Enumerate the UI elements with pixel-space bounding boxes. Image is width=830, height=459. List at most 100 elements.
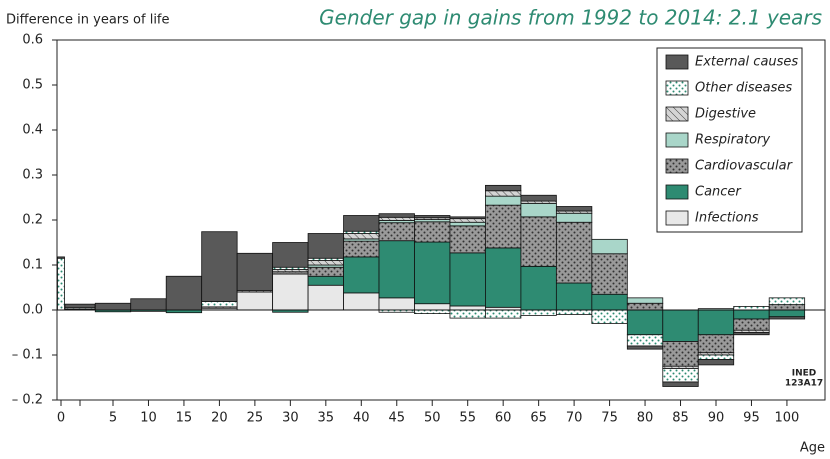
x-tick-label: 60 — [495, 411, 512, 426]
bar-segment — [485, 309, 522, 319]
bar-segment — [520, 265, 557, 311]
bar-segment — [343, 292, 380, 311]
bar-segment — [697, 359, 735, 366]
bar-segment — [343, 233, 380, 240]
x-tick-label: 0 — [57, 411, 65, 426]
bar-segment — [591, 253, 628, 295]
x-tick-label: 50 — [424, 411, 441, 426]
bar-segment — [414, 215, 451, 219]
annotation: INED — [792, 369, 817, 379]
bar-segment — [697, 309, 735, 336]
x-tick-label: 45 — [388, 411, 405, 426]
bar-segment — [343, 240, 380, 258]
chart-title: Gender gap in gains from 1992 to 2014: 2… — [319, 6, 822, 30]
x-tick-label: 90 — [708, 411, 725, 426]
bar-segment — [130, 298, 167, 311]
bar-segment — [201, 301, 238, 308]
bar-segment — [555, 282, 593, 311]
bar-segment — [414, 303, 451, 311]
bar-segment — [768, 309, 806, 318]
legend-label: Respiratory — [695, 133, 770, 148]
bar-segment — [64, 303, 96, 309]
y-tick-label: – 0.1 — [12, 348, 43, 363]
x-tick-label: 75 — [601, 411, 618, 426]
legend-label: Cardiovascular — [695, 159, 794, 174]
bar-segment — [626, 309, 664, 336]
bar-segment — [485, 190, 522, 197]
bar-segment — [201, 231, 238, 302]
legend-label: Infections — [695, 211, 759, 226]
bar-segment — [307, 233, 344, 259]
x-tick-label: 30 — [282, 411, 299, 426]
bar-segment — [378, 216, 415, 221]
bar-segment — [555, 212, 593, 223]
y-tick-label: 0.2 — [22, 213, 43, 228]
bar-segment — [485, 184, 522, 192]
x-tick-label: 100 — [775, 411, 800, 426]
bar-segment — [307, 284, 344, 311]
bar-segment — [768, 316, 806, 320]
y-tick-label: 0.0 — [22, 303, 43, 318]
bar-segment — [378, 297, 415, 311]
x-tick-label: 65 — [530, 411, 547, 426]
bar-segment — [626, 302, 664, 311]
bar-segment — [485, 247, 522, 308]
bar-segment — [626, 297, 664, 304]
legend-label: External causes — [695, 55, 798, 70]
bar-segment — [165, 275, 203, 311]
bar-segment — [662, 341, 699, 367]
x-tick-label: 5 — [109, 411, 117, 426]
x-tick-label: 70 — [566, 411, 583, 426]
bar-segment — [236, 252, 274, 292]
bar-segment — [343, 256, 380, 294]
bar-segment — [697, 334, 735, 354]
bar-segment — [591, 293, 628, 311]
bar-segment — [449, 309, 486, 319]
bar-segment — [378, 213, 415, 218]
bar-segment — [733, 318, 770, 331]
bar-segment — [520, 202, 557, 218]
x-tick-label: 55 — [459, 411, 476, 426]
bar-segment — [378, 222, 415, 242]
x-tick-label: 80 — [637, 411, 654, 426]
bar-segment — [555, 206, 593, 212]
bar-segment — [378, 240, 415, 299]
y-tick-label: 0.1 — [22, 258, 43, 273]
bar-segment — [520, 216, 557, 267]
bar-segment — [414, 221, 451, 243]
bar-segment — [449, 252, 486, 307]
x-tick-label: 85 — [672, 411, 689, 426]
bar-segment — [555, 309, 593, 315]
bar-segment — [626, 334, 664, 347]
y-tick-label: 0.6 — [22, 33, 43, 48]
bar-segment — [449, 218, 486, 223]
bar-segment — [236, 291, 274, 311]
bar-segment — [449, 305, 486, 311]
bar-segment — [768, 304, 806, 311]
bar-segment — [520, 194, 557, 202]
bar-segment — [272, 273, 309, 311]
legend-swatch — [665, 184, 689, 200]
legend-label: Digestive — [695, 107, 756, 122]
legend-label: Other diseases — [695, 81, 792, 96]
bar-segment — [272, 242, 309, 268]
annotation: 123A17 — [785, 379, 823, 389]
bar-segment — [555, 221, 593, 284]
bar-segment — [697, 354, 735, 360]
y-tick-label: 0.5 — [22, 78, 43, 93]
x-axis-label: Age — [800, 441, 825, 456]
bar-segment — [768, 297, 806, 306]
legend-swatch — [665, 158, 689, 174]
bar-segment — [57, 256, 65, 259]
bar-segment — [733, 309, 770, 320]
y-tick-label: – 0.2 — [12, 393, 43, 408]
x-tick-label: 15 — [176, 411, 193, 426]
legend-swatch — [665, 106, 689, 122]
bar-segment — [449, 221, 486, 227]
bar-segment — [485, 204, 522, 249]
x-tick-label: 10 — [140, 411, 157, 426]
bar-segment — [343, 215, 380, 232]
bar-segment — [57, 257, 65, 311]
legend-swatch — [665, 80, 689, 96]
